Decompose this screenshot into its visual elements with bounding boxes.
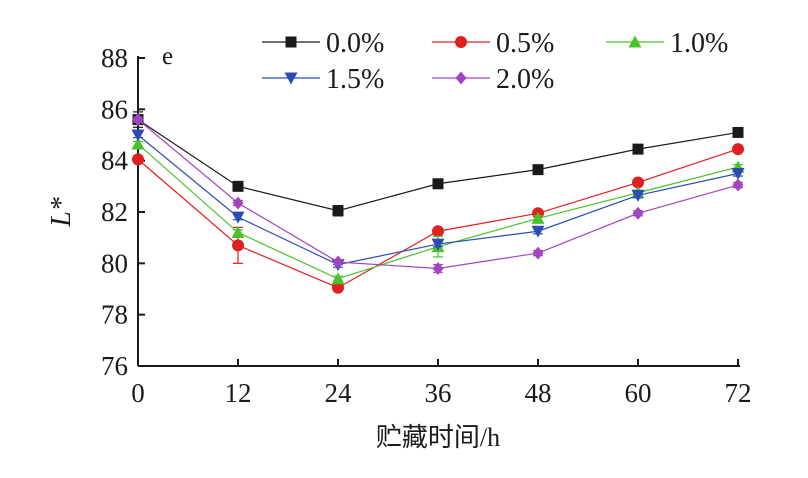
data-point xyxy=(732,126,744,138)
legend-label: 1.5% xyxy=(326,64,384,95)
data-point xyxy=(232,239,244,252)
series-line xyxy=(137,143,739,280)
legend-entry: 1.0% xyxy=(606,28,728,59)
data-point xyxy=(531,211,545,224)
y-tick-label: 88 xyxy=(101,43,128,73)
data-point xyxy=(432,225,444,238)
data-point xyxy=(631,189,645,202)
ticks: 0 12 24 36 48 60 72 76 78 80 82 84 86 88 xyxy=(101,43,752,408)
x-tick-label: 72 xyxy=(725,378,752,408)
legend-label: 1.0% xyxy=(670,28,728,59)
data-point xyxy=(632,176,644,189)
x-axis-label: 贮藏时间/h xyxy=(376,423,500,452)
data-point xyxy=(532,164,544,176)
x-tick-label: 48 xyxy=(525,378,552,408)
y-tick-label: 82 xyxy=(101,197,128,227)
legend-entry: 0.5% xyxy=(432,28,554,59)
legend: 0.0% 0.5% 1.0% 1.5% 2.0% xyxy=(262,28,728,95)
y-axis-label: L* xyxy=(46,197,77,228)
data-point xyxy=(132,153,144,166)
series-layer xyxy=(131,111,745,294)
data-point xyxy=(432,261,444,275)
legend-marker xyxy=(455,71,467,85)
x-tick-label: 12 xyxy=(225,378,252,408)
y-tick-label: 76 xyxy=(101,351,128,381)
data-point xyxy=(531,225,545,238)
panel-label: e xyxy=(162,43,173,70)
legend-marker xyxy=(284,72,298,85)
legend-label: 0.5% xyxy=(496,28,554,59)
data-point xyxy=(231,211,245,224)
x-tick-label: 36 xyxy=(425,378,452,408)
legend-label: 2.0% xyxy=(496,64,554,95)
data-point xyxy=(331,272,345,285)
data-point xyxy=(731,168,745,180)
legend-entry: 0.0% xyxy=(262,28,384,59)
y-tick-label: 84 xyxy=(101,146,129,176)
y-tick-label: 86 xyxy=(101,94,128,124)
data-point xyxy=(232,196,244,210)
data-point xyxy=(131,137,145,150)
data-point xyxy=(232,180,244,192)
y-tick-label: 78 xyxy=(101,300,128,330)
legend-entry: 2.0% xyxy=(432,64,554,95)
data-point xyxy=(431,238,445,251)
x-tick-label: 0 xyxy=(131,378,145,408)
legend-marker xyxy=(628,35,642,48)
data-point xyxy=(632,206,644,220)
data-point xyxy=(132,113,144,127)
data-point xyxy=(432,178,444,190)
data-point xyxy=(632,143,644,155)
series-4 xyxy=(132,113,744,275)
legend-marker xyxy=(455,36,467,48)
x-tick-label: 60 xyxy=(625,378,652,408)
data-point xyxy=(231,226,245,239)
series-line xyxy=(137,119,739,212)
data-point xyxy=(332,255,344,269)
legend-entry: 1.5% xyxy=(262,64,384,95)
x-tick-label: 24 xyxy=(325,378,353,408)
series-0 xyxy=(132,111,744,217)
legend-marker xyxy=(285,36,297,48)
data-point xyxy=(532,246,544,260)
data-point xyxy=(732,143,744,156)
data-point xyxy=(131,129,145,142)
legend-label: 0.0% xyxy=(326,28,384,59)
data-point xyxy=(732,178,744,192)
axes xyxy=(137,56,740,367)
series-3 xyxy=(131,129,745,272)
y-tick-label: 80 xyxy=(101,248,128,278)
data-point xyxy=(332,205,344,217)
data-point xyxy=(332,281,344,294)
